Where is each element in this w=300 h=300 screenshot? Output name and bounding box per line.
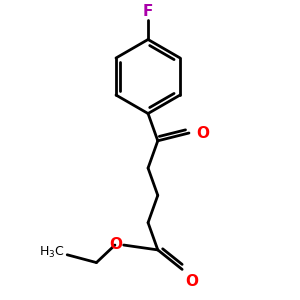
Text: O: O bbox=[109, 237, 122, 252]
Text: H$_3$C: H$_3$C bbox=[39, 245, 64, 260]
Text: O: O bbox=[196, 125, 209, 140]
Text: O: O bbox=[185, 274, 198, 289]
Text: F: F bbox=[143, 4, 153, 19]
